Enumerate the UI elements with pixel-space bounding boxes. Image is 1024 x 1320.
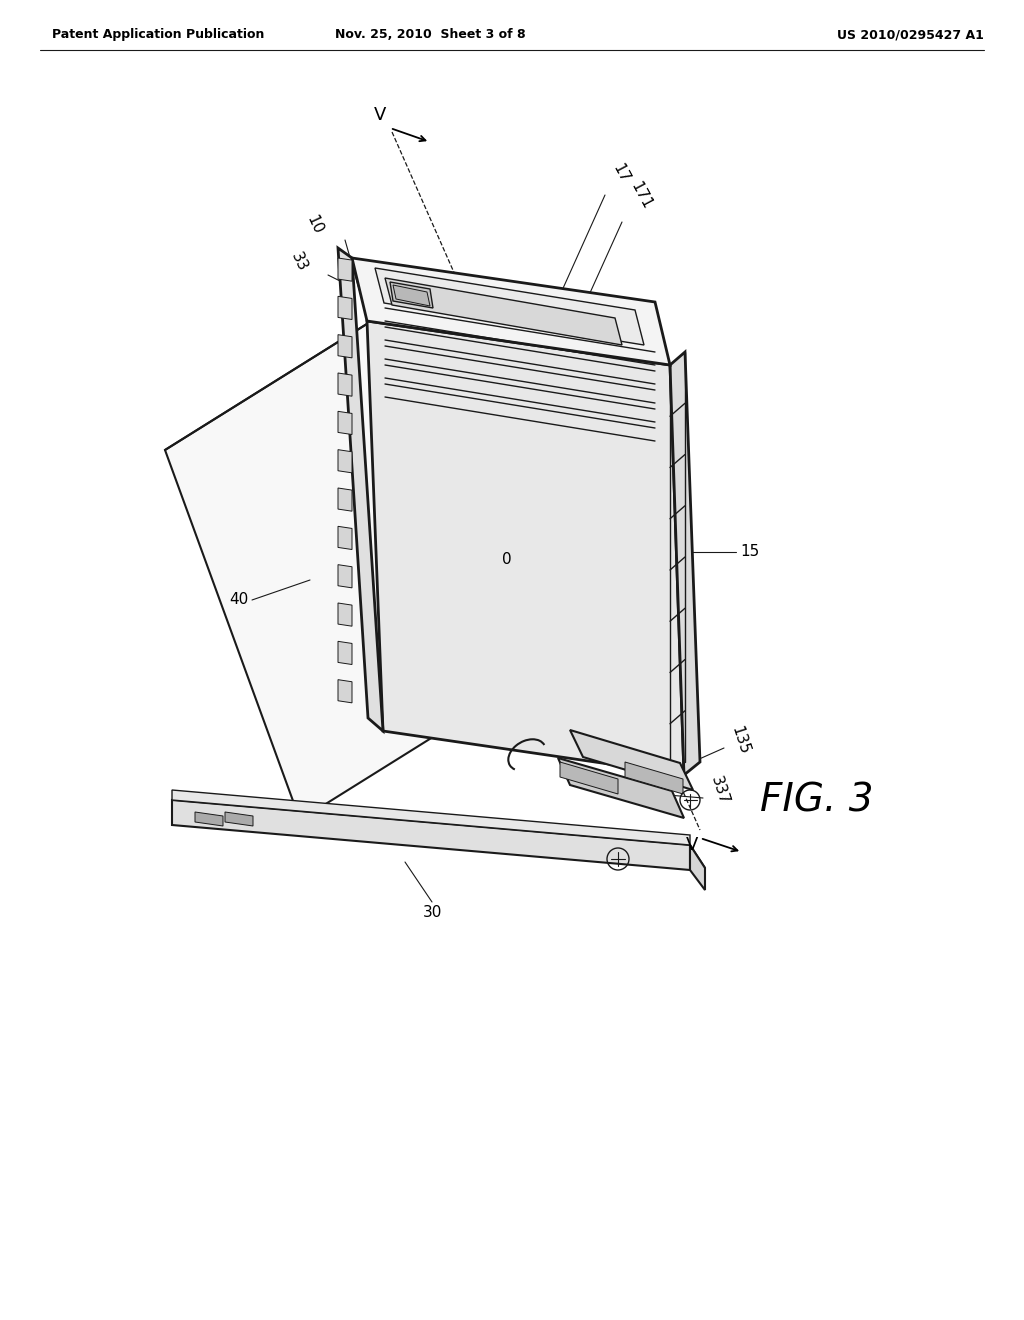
Polygon shape — [560, 762, 618, 795]
Text: 135: 135 — [728, 723, 752, 756]
Text: 337: 337 — [708, 774, 731, 807]
Text: 33: 33 — [288, 249, 310, 275]
Text: Nov. 25, 2010  Sheet 3 of 8: Nov. 25, 2010 Sheet 3 of 8 — [335, 28, 525, 41]
Polygon shape — [338, 527, 352, 549]
Polygon shape — [690, 845, 705, 890]
Polygon shape — [165, 322, 505, 820]
Text: V: V — [374, 106, 386, 124]
Polygon shape — [172, 789, 690, 845]
Polygon shape — [338, 374, 352, 396]
Polygon shape — [367, 321, 684, 775]
Text: US 2010/0295427 A1: US 2010/0295427 A1 — [837, 28, 983, 41]
Polygon shape — [393, 285, 430, 306]
Polygon shape — [338, 450, 352, 473]
Text: 15: 15 — [740, 544, 759, 560]
Polygon shape — [352, 257, 670, 366]
Polygon shape — [338, 565, 352, 587]
Polygon shape — [338, 296, 352, 319]
Polygon shape — [670, 352, 700, 775]
Polygon shape — [172, 800, 690, 870]
Polygon shape — [338, 680, 352, 702]
Polygon shape — [338, 488, 352, 511]
Polygon shape — [375, 268, 644, 345]
Text: 30: 30 — [422, 906, 441, 920]
Polygon shape — [385, 279, 622, 345]
Polygon shape — [390, 282, 433, 308]
Text: 0: 0 — [502, 553, 512, 568]
Polygon shape — [625, 762, 683, 795]
Polygon shape — [338, 603, 352, 626]
Polygon shape — [558, 758, 684, 818]
Text: Patent Application Publication: Patent Application Publication — [52, 28, 264, 41]
Polygon shape — [225, 812, 253, 826]
Polygon shape — [338, 257, 352, 281]
Text: 17: 17 — [610, 161, 632, 185]
Polygon shape — [195, 812, 223, 826]
Text: FIG. 3: FIG. 3 — [760, 781, 873, 818]
Text: V: V — [686, 836, 698, 854]
Text: 10: 10 — [303, 213, 325, 236]
Polygon shape — [338, 642, 352, 664]
Polygon shape — [338, 248, 383, 731]
Text: 40: 40 — [228, 593, 248, 607]
Polygon shape — [570, 730, 693, 789]
Polygon shape — [338, 335, 352, 358]
Text: 171: 171 — [628, 180, 654, 213]
Polygon shape — [338, 412, 352, 434]
Polygon shape — [172, 800, 705, 869]
